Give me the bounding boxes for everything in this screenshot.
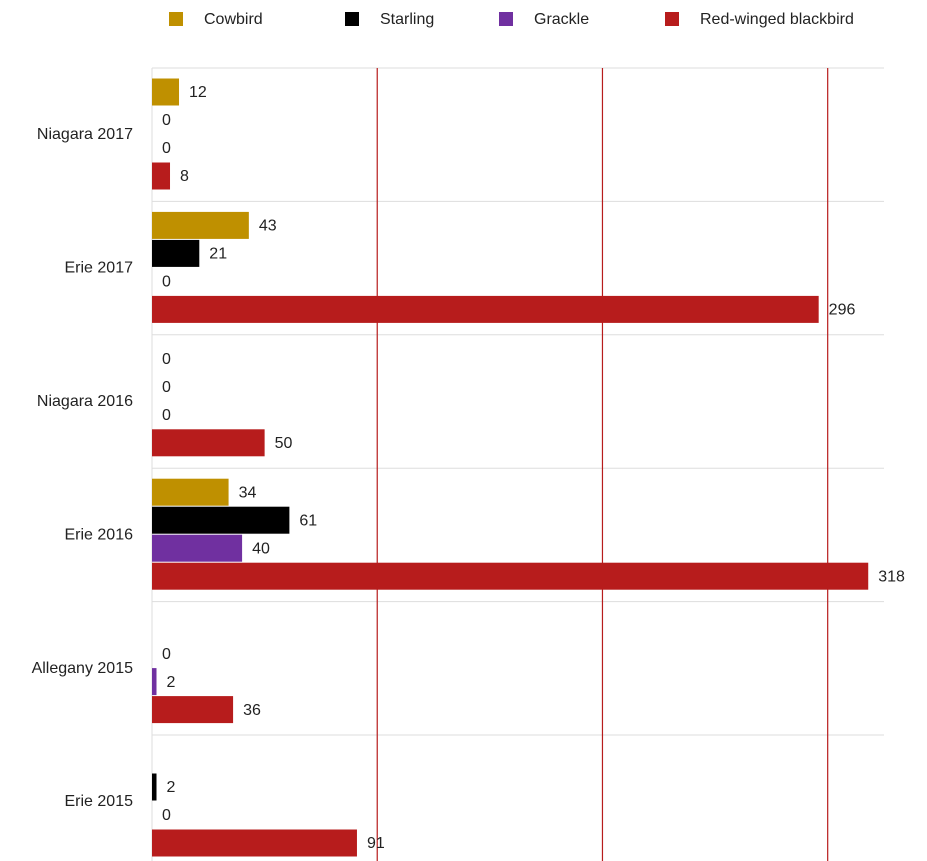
bar [152,295,819,323]
category-label: Erie 2016 [65,526,134,543]
bar [152,478,229,506]
category-label: Niagara 2017 [37,126,133,143]
legend-label: Cowbird [204,11,263,28]
value-label: 43 [259,218,277,235]
category-label: Niagara 2016 [37,393,133,410]
bar [152,506,290,534]
bar [152,829,357,857]
value-label: 61 [299,512,317,529]
value-label: 2 [167,674,176,691]
bar [152,78,180,106]
value-label: 0 [162,807,171,824]
legend-label: Grackle [534,11,589,28]
legend-swatch [499,12,513,26]
bar [152,668,157,696]
bar [152,562,869,590]
value-label: 40 [252,540,270,557]
category-label: Erie 2017 [65,260,134,277]
value-label: 91 [367,835,385,852]
value-label: 2 [167,779,176,796]
bar [152,239,200,267]
bar [152,429,265,457]
value-label: 8 [180,168,189,185]
value-label: 0 [162,351,171,368]
value-label: 318 [878,568,905,585]
bar [152,696,234,724]
bar [152,773,157,801]
legend-label: Red-winged blackbird [700,11,854,28]
value-label: 0 [162,407,171,424]
legend-label: Starling [380,11,434,28]
category-label: Allegany 2015 [32,660,134,677]
value-label: 12 [189,84,207,101]
legend-swatch [169,12,183,26]
legend-swatch [665,12,679,26]
value-label: 296 [829,302,856,319]
category-label: Erie 2015 [65,793,134,810]
value-label: 0 [162,140,171,157]
value-label: 34 [239,484,257,501]
value-label: 21 [209,246,227,263]
bar [152,211,249,239]
value-label: 0 [162,646,171,663]
value-label: 50 [275,435,293,452]
bar [152,534,243,562]
value-label: 36 [243,702,261,719]
value-label: 0 [162,379,171,396]
legend-swatch [345,12,359,26]
value-label: 0 [162,274,171,291]
bar [152,162,171,190]
value-label: 0 [162,112,171,129]
